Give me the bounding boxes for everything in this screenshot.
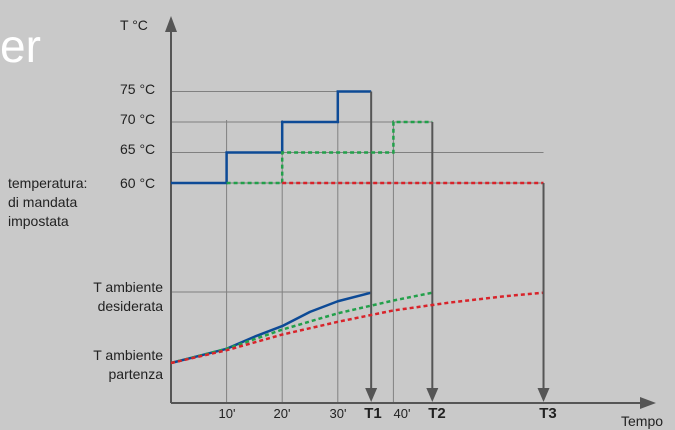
y-label-70: 70 °C xyxy=(120,111,155,127)
desiderata-label-1: T ambiente xyxy=(93,279,163,295)
end-arrow-T1 xyxy=(365,388,378,402)
x-axis-label: Tempo xyxy=(621,413,663,429)
x-tick-40: 40' xyxy=(394,406,411,421)
y-axis-arrow xyxy=(165,16,177,32)
desiderata-label-2: desiderata xyxy=(98,298,164,314)
x-tick-20: 20' xyxy=(274,406,291,421)
partenza-label-1: T ambiente xyxy=(93,347,163,363)
y-axis-label: T °C xyxy=(120,17,148,33)
x-axis-arrow xyxy=(640,397,656,409)
y-label-75: 75 °C xyxy=(120,81,155,97)
y-label-65: 65 °C xyxy=(120,141,155,157)
partenza-label-2: partenza xyxy=(109,366,164,382)
series-3-room-curve xyxy=(170,291,544,365)
x-tick-t1: T1 xyxy=(364,405,382,422)
x-tick-t2: T2 xyxy=(428,405,446,422)
x-tick-t3: T3 xyxy=(539,405,557,422)
mandata-label-1: temperatura: xyxy=(8,175,87,191)
x-tick-10: 10' xyxy=(219,406,236,421)
end-arrow-T2 xyxy=(426,388,439,402)
series-layer xyxy=(170,90,550,402)
x-tick-30: 30' xyxy=(330,406,347,421)
series-1-room-curve xyxy=(170,291,372,365)
grid-lines xyxy=(171,91,544,403)
series-1-supply-line xyxy=(171,90,372,185)
end-arrow-T3 xyxy=(537,388,550,402)
axes xyxy=(165,16,656,409)
series-2-supply-line xyxy=(226,120,433,185)
title-fragment: er xyxy=(0,20,41,72)
mandata-label-2: di mandata xyxy=(8,194,77,210)
y-label-60: 60 °C xyxy=(120,175,155,191)
mandata-label-3: impostata xyxy=(8,213,69,229)
